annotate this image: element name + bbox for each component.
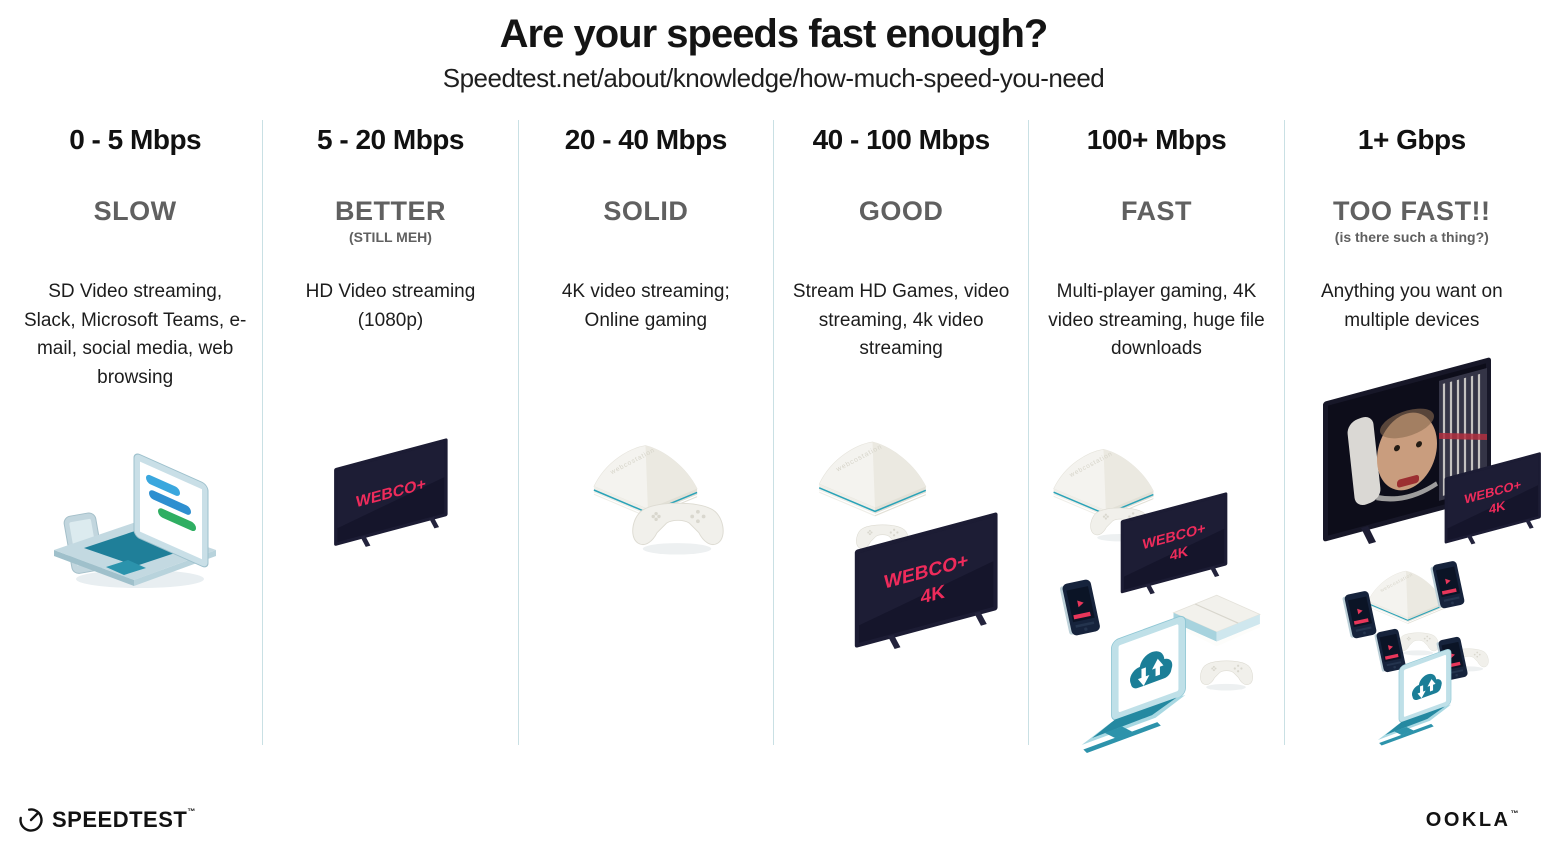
trademark-symbol: ™ xyxy=(1510,808,1521,818)
game-console-illustration xyxy=(543,430,748,615)
use-cases-text: SD Video streaming, Slack, Microsoft Tea… xyxy=(23,281,247,388)
speed-tier-columns: 0 - 5 Mbps SLOW SD Video streaming, Slac… xyxy=(8,120,1539,754)
multi-device-illustration xyxy=(1039,426,1274,761)
game-console-icon xyxy=(818,441,927,518)
speed-column-5-20-mbps: 5 - 20 Mbps BETTER (STILL MEH) HD Video … xyxy=(262,120,517,745)
footer: SPEEDTEST™ OOKLA™ xyxy=(18,807,1521,833)
cloud-download-laptop-icon xyxy=(1081,613,1187,754)
video-phone-icon xyxy=(1059,578,1102,637)
flat-console-icon xyxy=(1173,594,1261,648)
rating-label: SOLID xyxy=(603,196,689,226)
chat-bubble-blue xyxy=(149,490,192,515)
astronaut-face-image xyxy=(1347,368,1487,506)
speed-range: 1+ Gbps xyxy=(1357,124,1466,155)
hd-tv-illustration xyxy=(323,438,458,548)
rating-note: (is there such a thing?) xyxy=(1334,229,1489,245)
rating-label: TOO FAST!! xyxy=(1333,196,1491,226)
webco-4k-tv-icon xyxy=(1121,492,1228,594)
use-cases-text: HD Video streaming (1080p) xyxy=(305,281,476,331)
page-title: Are your speeds fast enough? xyxy=(499,12,1049,56)
rating-label: FAST xyxy=(1120,196,1192,226)
speedtest-logo: SPEEDTEST™ xyxy=(18,807,196,833)
page-subtitle-url: Speedtest.net/about/knowledge/how-much-s… xyxy=(442,63,1105,93)
everything-devices-illustration xyxy=(1279,346,1545,746)
speed-range: 40 - 100 Mbps xyxy=(812,124,991,155)
laptop-and-phone-illustration xyxy=(40,426,230,594)
console-and-4k-tv-illustration xyxy=(799,432,1004,682)
speed-column-40-100-mbps: 40 - 100 Mbps GOOD Stream HD Games, vide… xyxy=(772,120,1028,745)
speedtest-gauge-icon xyxy=(19,808,43,832)
game-controller-icon xyxy=(632,502,724,555)
chat-bubble-green xyxy=(158,508,197,532)
speed-column-100-plus-mbps: 100+ Mbps FAST Multi-player gaming, 4K v… xyxy=(1028,120,1283,754)
game-console-icon xyxy=(1053,448,1155,520)
speed-range: 0 - 5 Mbps xyxy=(69,124,202,155)
game-controller-icon xyxy=(1398,632,1439,656)
header: Are your speeds fast enough? Speedtest.n… xyxy=(0,0,1547,94)
rating-label: SLOW xyxy=(93,196,177,226)
use-cases-text: 4K video streaming; Online gaming xyxy=(561,281,730,331)
chat-bubble-blue xyxy=(146,474,181,496)
speed-range: 20 - 40 Mbps xyxy=(564,124,728,155)
use-cases-text: Stream HD Games, video streaming, 4k vid… xyxy=(792,281,1010,359)
speed-column-20-40-mbps: 20 - 40 Mbps SOLID 4K video streaming; O… xyxy=(517,120,773,745)
webco-tv-icon xyxy=(335,438,449,547)
use-cases-text: Anything you want on multiple devices xyxy=(1320,281,1503,331)
game-controller-icon xyxy=(1200,660,1254,691)
speed-range: 100+ Mbps xyxy=(1086,124,1227,155)
ookla-logo: OOKLA™ xyxy=(1425,808,1521,831)
speed-column-0-5-mbps: 0 - 5 Mbps SLOW SD Video streaming, Slac… xyxy=(8,120,262,745)
rating-label: BETTER xyxy=(334,196,446,226)
rating-note: (STILL MEH) xyxy=(349,229,432,245)
rating-label: GOOD xyxy=(858,196,944,226)
trademark-symbol: ™ xyxy=(187,807,196,816)
laptop-screen-chat xyxy=(133,453,209,568)
game-console-icon xyxy=(1367,570,1445,625)
speed-range: 5 - 20 Mbps xyxy=(317,124,464,155)
speedtest-wordmark: SPEEDTEST™ xyxy=(52,807,196,832)
speed-column-1-plus-gbps: 1+ Gbps TOO FAST!! (is there such a thin… xyxy=(1283,120,1539,746)
use-cases-text: Multi-player gaming, 4K video streaming,… xyxy=(1048,281,1265,359)
